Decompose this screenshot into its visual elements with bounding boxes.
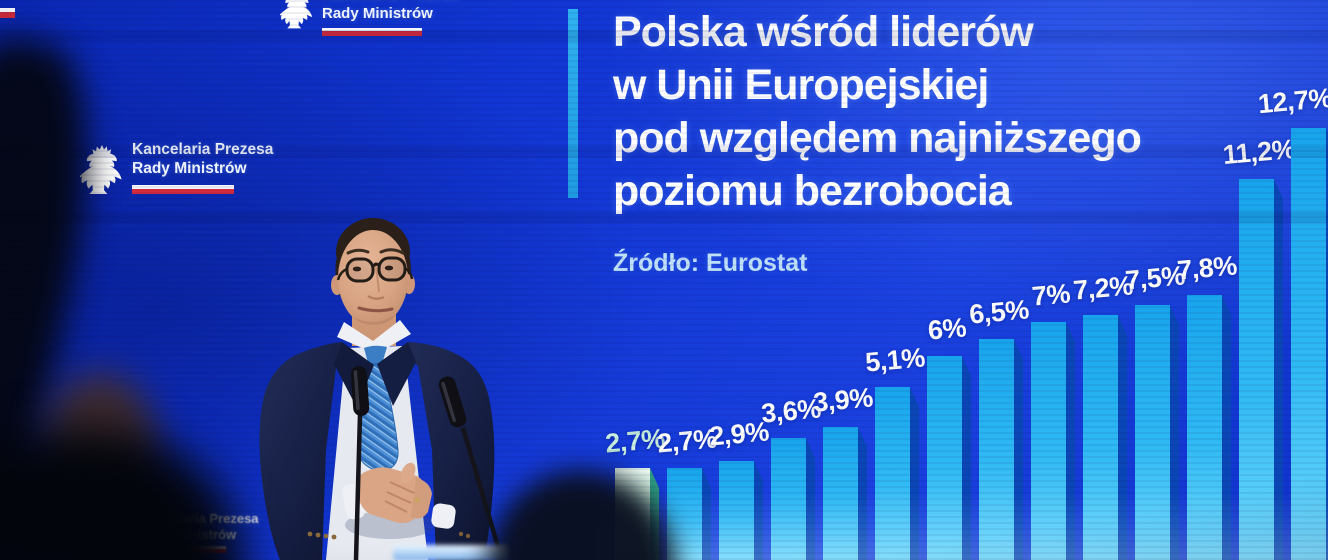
bar <box>1239 179 1274 560</box>
bar-side-face <box>858 427 867 560</box>
bar <box>875 387 910 560</box>
org-name-line1: Kancelaria Prezesa <box>322 0 459 5</box>
suit-jacket <box>259 342 495 560</box>
bar-side-face <box>1274 179 1283 560</box>
data-source-label: Źródło: Eurostat <box>613 249 808 277</box>
bar <box>667 468 702 560</box>
bar <box>1291 128 1326 560</box>
bar-side-face <box>702 468 711 560</box>
speaker-glasses <box>336 256 414 283</box>
bar-value-label: 12,7% <box>1256 82 1328 120</box>
bar <box>927 356 962 560</box>
clasped-hands <box>342 462 456 539</box>
bar-side-face <box>806 438 815 560</box>
org-name-line2: Rady Ministrów <box>132 159 247 177</box>
bar <box>1031 322 1066 560</box>
bar <box>1187 295 1222 560</box>
bar <box>823 427 858 560</box>
bar <box>719 461 754 560</box>
bar <box>771 438 806 560</box>
bar-highlight <box>615 468 650 560</box>
podium-edge-glow <box>393 545 509 560</box>
bar-side-face <box>1170 305 1179 560</box>
bar-side-face <box>910 387 919 560</box>
org-name-line1: Kancelaria Prezesa <box>132 141 274 158</box>
bar-side-face <box>1118 315 1127 560</box>
bar-side-face <box>1222 295 1231 560</box>
chancellery-logo-left: Kancelaria Prezesa Rady Ministrów <box>80 141 273 197</box>
speaker-portrait <box>259 218 505 560</box>
bar <box>1135 305 1170 560</box>
shirt-collar <box>337 320 411 354</box>
slide-title-line1: Polska wśród liderów <box>613 8 1034 56</box>
slide-title-line4: poziomu bezrobocia <box>613 167 1012 215</box>
bar-side-face <box>962 356 971 560</box>
chancellery-logo-top: Kancelaria Prezesa Rady Ministrów <box>280 0 470 38</box>
microphones <box>350 366 505 560</box>
flag-stripe <box>322 27 422 36</box>
title-accent-bar <box>568 9 578 198</box>
bar <box>979 339 1014 560</box>
bar-side-face <box>754 461 763 560</box>
bar-side-face <box>1326 128 1328 560</box>
slide-title-line2: w Unii Europejskiej <box>613 61 989 109</box>
bar-side-face <box>650 468 659 560</box>
flag-stripe <box>132 184 234 194</box>
bar-side-face <box>1066 322 1075 560</box>
cutoff-flag-stripe <box>0 8 15 18</box>
slide-title-line3: pod względem najniższego <box>613 114 1142 162</box>
bar-side-face <box>1014 339 1023 560</box>
bar <box>1083 315 1118 560</box>
slide-title: Polska wśród liderów w Unii Europejskiej… <box>613 6 1142 218</box>
org-name-line2: Rady Ministrów <box>322 5 433 23</box>
